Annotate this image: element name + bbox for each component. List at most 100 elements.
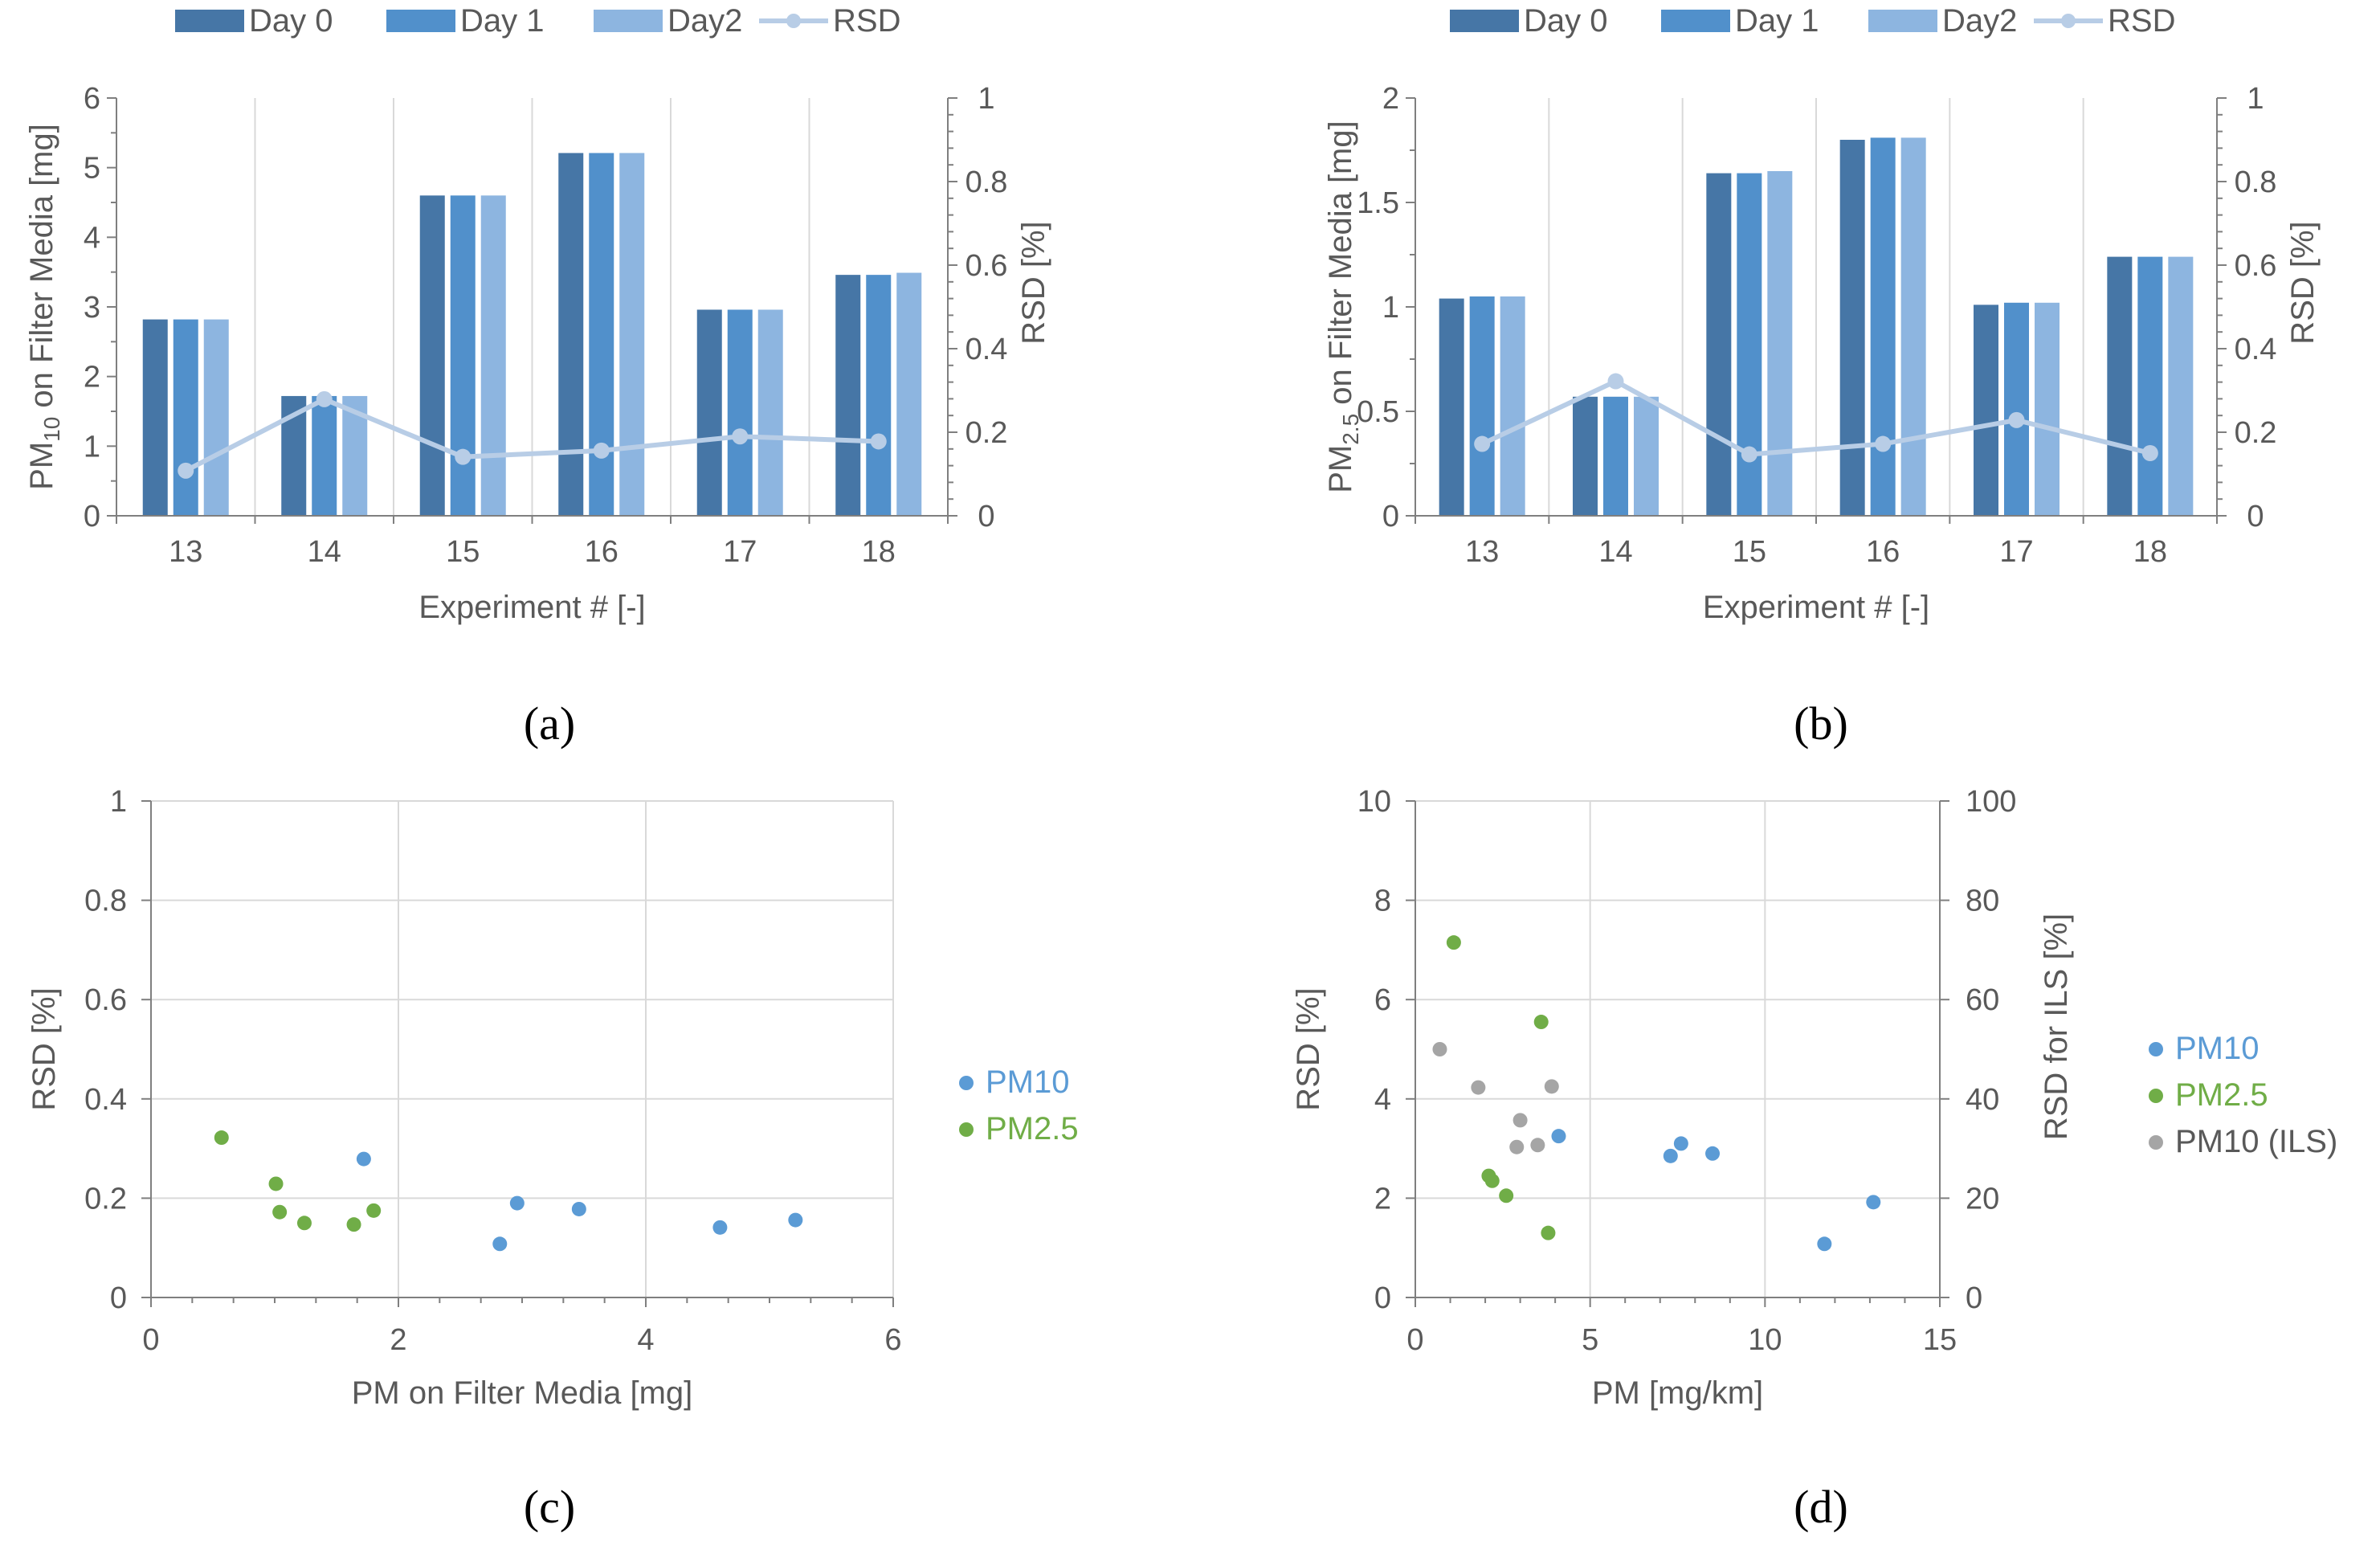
- x-axis-label: PM on Filter Media [mg]: [352, 1375, 693, 1411]
- bar-day0: [1439, 298, 1464, 516]
- legend-swatch-day1: [1661, 10, 1730, 32]
- rsd-line: [1480, 378, 2151, 457]
- bar-day0: [142, 319, 168, 516]
- bar-day1: [1469, 296, 1495, 516]
- rsd-marker: [2141, 445, 2158, 461]
- x-tick-label: 13: [169, 535, 202, 569]
- y2-tick-label: 1: [978, 82, 994, 116]
- bar-day1: [727, 309, 753, 516]
- y2-tick-label: 0.6: [2235, 249, 2277, 283]
- y2-tick-label: 0.2: [2235, 416, 2277, 450]
- bar-day2: [757, 309, 783, 516]
- x-tick-label: 10: [1748, 1323, 1782, 1357]
- rsd-marker: [316, 390, 333, 407]
- y-axis-label: PM10 on Filter Media [mg]: [24, 124, 64, 490]
- y2-tick-label: 0.4: [2235, 333, 2277, 366]
- bar-day1: [450, 195, 476, 517]
- legend-marker-rsd: [786, 14, 801, 28]
- point-pm25: [214, 1130, 229, 1146]
- bar-day2: [2168, 256, 2194, 516]
- y2-tick-label: 0.6: [965, 249, 1008, 283]
- y2-tick-label: 0.2: [965, 416, 1008, 450]
- x-tick-label: 13: [1465, 535, 1499, 569]
- y2-tick-label: 0: [978, 500, 994, 533]
- x-axis-label: Experiment # [-]: [1703, 590, 1929, 625]
- x-tick-label: 4: [637, 1323, 654, 1357]
- chart-c: 0 2 4 6 0 0.2 0.4 0.6 0.8 1 PM on Filter Media [mg…: [27, 785, 1079, 1411]
- point-pm10: [1817, 1236, 1832, 1252]
- y-tick-label: 1: [84, 430, 100, 464]
- y-tick-label: 0.8: [84, 885, 127, 918]
- legend-swatch-day2: [1868, 10, 1937, 32]
- y-tick-label: 0: [1382, 500, 1399, 533]
- point-pm25: [346, 1217, 361, 1232]
- point-pm10: [571, 1201, 586, 1216]
- rsd-marker: [870, 433, 887, 450]
- bar-day1: [589, 153, 614, 516]
- rsd-marker: [732, 428, 749, 445]
- y-tick-label: 0.2: [84, 1182, 127, 1216]
- bar-day1: [1603, 396, 1628, 516]
- bar-day1: [2137, 256, 2163, 516]
- point-pm25: [1533, 1015, 1549, 1030]
- legend-label: Day 0: [249, 3, 333, 39]
- panel-label-b: (b): [1794, 697, 1848, 750]
- point-pm25: [1499, 1188, 1514, 1203]
- legend-label: RSD: [833, 3, 900, 39]
- point-pm10: [1673, 1136, 1688, 1151]
- y-tick-label: 10: [1357, 785, 1391, 819]
- legend-label: PM10 (ILS): [2175, 1124, 2337, 1159]
- point-pm10ils: [1509, 1139, 1525, 1154]
- y2-tick-label: 0.8: [965, 165, 1008, 199]
- point-pm10ils: [1471, 1080, 1486, 1095]
- y2-tick-label: 100: [1966, 785, 2016, 819]
- legend-marker: [2149, 1089, 2163, 1103]
- point-pm25: [1541, 1225, 1556, 1240]
- x-tick-label: 5: [1582, 1323, 1598, 1357]
- legend-marker: [2149, 1042, 2163, 1056]
- bar-day2: [619, 153, 645, 516]
- bar-day0: [1706, 173, 1732, 516]
- point-pm10ils: [1530, 1138, 1545, 1153]
- x-tick-label: 0: [1406, 1323, 1423, 1357]
- point-pm10: [356, 1151, 371, 1167]
- point-pm25: [268, 1176, 284, 1191]
- bar-day2: [1767, 171, 1793, 516]
- legend-swatch-day2: [594, 10, 663, 32]
- y-axis-label: RSD [%]: [27, 987, 62, 1110]
- bar-day2: [1634, 396, 1659, 516]
- bar-day1: [866, 275, 892, 516]
- y-axis-label: RSD [%]: [1291, 987, 1326, 1110]
- panel-label-d: (d): [1794, 1481, 1848, 1533]
- point-pm10: [509, 1195, 525, 1211]
- point-pm10: [1705, 1146, 1721, 1161]
- x-tick-label: 17: [1999, 535, 2033, 569]
- bar-day0: [1974, 304, 1998, 516]
- x-tick-label: 18: [862, 535, 896, 569]
- chart-b: 0 0.5 1 1.5 2 0 0.2 0.4 0.6 0.8 1 13 14 15 16 17 18 Exper…: [1323, 3, 2321, 625]
- panel-label-c: (c): [524, 1481, 575, 1533]
- point-pm25: [296, 1216, 312, 1231]
- legend-label: Day2: [667, 3, 742, 39]
- bar-day2: [1900, 137, 1926, 516]
- bar-day0: [1573, 396, 1598, 516]
- y2-tick-label: 60: [1966, 983, 1999, 1017]
- legend-label: PM2.5: [2175, 1077, 2268, 1113]
- y-tick-label: 1: [1382, 291, 1399, 325]
- rsd-line: [184, 396, 879, 473]
- x-tick-label: 18: [2133, 535, 2167, 569]
- bar-day1: [2004, 302, 2029, 516]
- x-tick-label: 15: [1923, 1323, 1957, 1357]
- legend-swatch-day0: [175, 10, 244, 32]
- bar-day0: [1839, 140, 1865, 516]
- point-pm10: [1866, 1195, 1881, 1210]
- y2-tick-label: 20: [1966, 1182, 1999, 1216]
- x-tick-label: 2: [390, 1323, 406, 1357]
- y-tick-label: 0: [110, 1281, 127, 1315]
- chart-a: 0 1 2 3 4 5 6 0 0.2 0.4 0.6 0.8 1 13 14 15 16 17 18 Experim…: [24, 3, 1051, 625]
- legend-label: PM10: [2175, 1031, 2260, 1066]
- y-tick-label: 6: [84, 82, 100, 116]
- y-tick-label: 2: [1382, 82, 1399, 116]
- x-tick-label: 15: [446, 535, 480, 569]
